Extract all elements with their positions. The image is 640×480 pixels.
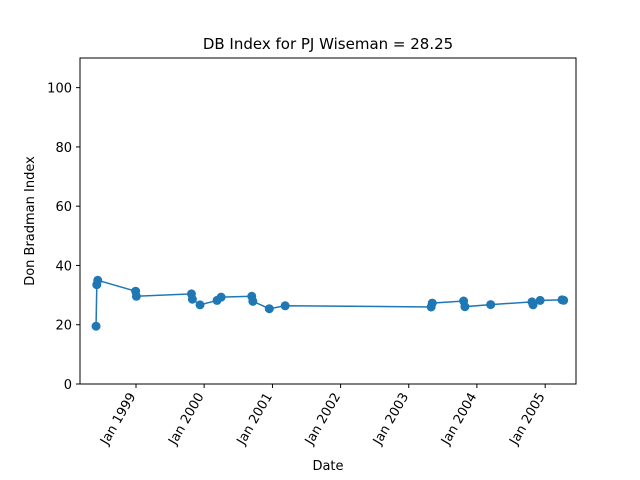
y-tick-label: 80 (55, 141, 72, 156)
data-point (131, 291, 141, 301)
data-point (216, 292, 226, 302)
data-point (559, 295, 569, 305)
data-point (280, 301, 290, 311)
y-tick-label: 40 (55, 259, 72, 274)
data-point (187, 294, 197, 304)
y-tick-label: 0 (64, 378, 72, 393)
plot-area (79, 57, 577, 385)
data-point (195, 300, 205, 310)
y-tick-label: 60 (55, 200, 72, 215)
data-point (248, 296, 258, 306)
y-axis-title: Don Bradman Index (23, 156, 38, 286)
data-point (91, 321, 101, 331)
chart-title: DB Index for PJ Wiseman = 28.25 (203, 35, 453, 53)
data-point (427, 298, 437, 308)
y-tick-label: 20 (55, 319, 72, 334)
data-point (93, 275, 103, 285)
data-point (264, 304, 274, 314)
data-point (486, 300, 496, 310)
data-point (460, 302, 470, 312)
x-axis-title: Date (312, 459, 343, 474)
y-tick-label: 100 (47, 82, 72, 97)
data-point (528, 300, 538, 310)
y-axis: 0 20 40 60 80 100 (47, 82, 80, 393)
series-layer (91, 275, 569, 331)
data-point (535, 295, 545, 305)
